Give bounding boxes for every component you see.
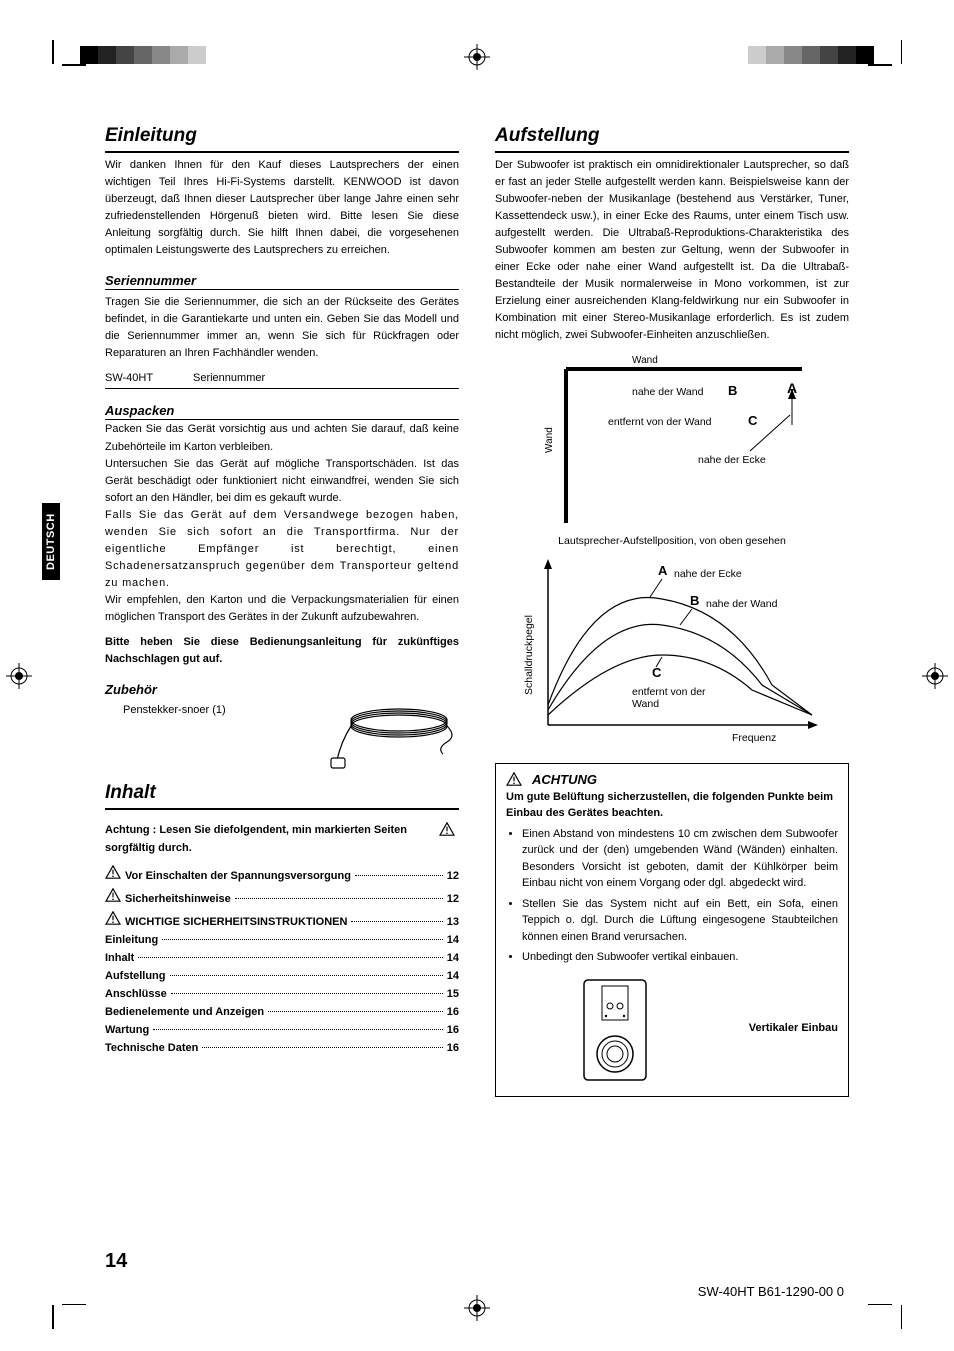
svg-text:Schalldruckpegel: Schalldruckpegel (523, 615, 535, 695)
figure-room-topview: Wand Wand nahe der Wand B A entfernt von… (495, 353, 849, 547)
heading-seriennummer: Seriennummer (105, 273, 459, 290)
toc-page: 12 (447, 893, 459, 905)
manual-page: DEUTSCH Einleitung Wir danken Ihnen für … (0, 0, 954, 1351)
toc-row: Vor Einschalten der Spannungsversorgung 1… (105, 865, 459, 882)
paragraph: Der Subwoofer ist praktisch ein omnidire… (495, 157, 849, 345)
svg-text:entfernt von der: entfernt von der (632, 686, 706, 698)
toc-row: Wartung 16 (105, 1024, 459, 1036)
toc-label: Sicherheitshinweise (125, 893, 231, 905)
svg-text:entfernt von der Wand: entfernt von der Wand (608, 416, 712, 428)
model-code: SW-40HT (105, 372, 175, 384)
caution-box: ACHTUNG Um gute Belüftung sicherzustelle… (495, 763, 849, 1097)
page-number: 14 (105, 1250, 127, 1273)
left-column: Einleitung Wir danken Ihnen für den Kauf… (105, 125, 459, 1097)
warning-triangle-icon (105, 865, 121, 879)
paragraph: Wir danken Ihnen für den Kauf dieses Lau… (105, 157, 459, 259)
accessory-label: Penstekker-snoer (1) (105, 702, 309, 719)
heading-zubehoer: Zubehör (105, 682, 459, 698)
toc-instruction: Achtung : Lesen Sie diefolgendent, min m… (105, 822, 459, 857)
subwoofer-icon (576, 976, 654, 1086)
toc-page: 16 (447, 1042, 459, 1054)
toc-page: 14 (447, 934, 459, 946)
registration-cross-top (464, 44, 490, 70)
paragraph: Tragen Sie die Seriennummer, die sich an… (105, 294, 459, 362)
caution-lead: Um gute Belüftung sicherzustellen, die f… (506, 789, 838, 822)
toc-row: Inhalt 14 (105, 952, 459, 964)
color-registration-bar-right (748, 46, 874, 64)
figure-caption: Lautsprecher-Aufstellposition, von oben … (495, 535, 849, 547)
svg-text:Frequenz: Frequenz (732, 732, 776, 744)
document-code: SW-40HT B61-1290-00 0 (698, 1284, 844, 1299)
right-column: Aufstellung Der Subwoofer ist praktisch … (495, 125, 849, 1097)
toc-page: 16 (447, 1024, 459, 1036)
caution-list: Einen Abstand von mindestens 10 cm zwisc… (506, 826, 838, 966)
table-of-contents: Vor Einschalten der Spannungsversorgung 1… (105, 865, 459, 1054)
svg-text:B: B (690, 593, 699, 608)
warning-triangle-icon (105, 888, 121, 902)
heading-aufstellung: Aufstellung (495, 125, 849, 153)
toc-label: WICHTIGE SICHERHEITSINSTRUKTIONEN (125, 916, 347, 928)
caution-item: Einen Abstand von mindestens 10 cm zwisc… (522, 826, 838, 892)
warning-triangle-icon (439, 822, 455, 836)
svg-text:nahe der Wand: nahe der Wand (632, 386, 704, 398)
toc-label: Wartung (105, 1024, 149, 1036)
toc-row: Bedienelemente und Anzeigen 16 (105, 1006, 459, 1018)
toc-label: Technische Daten (105, 1042, 198, 1054)
paragraph: Packen Sie das Gerät vorsichtig aus und … (105, 421, 459, 455)
toc-page: 14 (447, 952, 459, 964)
caution-item: Unbedingt den Subwoofer vertikal einbaue… (522, 949, 838, 966)
toc-row: Aufstellung 14 (105, 970, 459, 982)
toc-label: Bedienelemente und Anzeigen (105, 1006, 264, 1018)
figure-frequency-response: Schalldruckpegel A nahe der Ecke B nahe … (495, 555, 849, 745)
toc-page: 14 (447, 970, 459, 982)
registration-cross-right (922, 663, 948, 689)
toc-label: Einleitung (105, 934, 158, 946)
heading-auspacken: Auspacken (105, 403, 459, 420)
warning-triangle-icon (506, 772, 522, 786)
paragraph: Wir empfehlen, den Karton und die Verpac… (105, 592, 459, 626)
toc-page: 15 (447, 988, 459, 1000)
toc-page: 16 (447, 1006, 459, 1018)
toc-page: 12 (447, 870, 459, 882)
svg-text:Wand: Wand (632, 698, 659, 710)
toc-label: Inhalt (105, 952, 134, 964)
label: Wand (544, 427, 555, 453)
toc-row: WICHTIGE SICHERHEITSINSTRUKTIONEN 13 (105, 911, 459, 928)
toc-label: Vor Einschalten der Spannungsversorgung (125, 870, 351, 882)
color-registration-bar-left (80, 46, 206, 64)
paragraph-bold: Bitte heben Sie diese Bedienungsanleitun… (105, 634, 459, 668)
serial-label: Seriennummer (193, 372, 265, 384)
paragraph: Falls Sie das Gerät auf dem Versandwege … (105, 507, 459, 592)
toc-label: Aufstellung (105, 970, 166, 982)
registration-cross-bottom (464, 1295, 490, 1321)
power-cable-icon (329, 702, 459, 772)
caution-title: ACHTUNG (532, 772, 597, 787)
heading-einleitung: Einleitung (105, 125, 459, 153)
svg-text:C: C (748, 413, 758, 428)
toc-row: Sicherheitshinweise 12 (105, 888, 459, 905)
language-tab: DEUTSCH (42, 503, 60, 580)
svg-text:nahe der Ecke: nahe der Ecke (698, 454, 766, 466)
toc-label: Anschlüsse (105, 988, 167, 1000)
toc-row: Technische Daten 16 (105, 1042, 459, 1054)
toc-row: Anschlüsse 15 (105, 988, 459, 1000)
paragraph: Untersuchen Sie das Gerät auf mögliche T… (105, 456, 459, 507)
caution-item: Stellen Sie das System nicht auf ein Bet… (522, 896, 838, 946)
label: Wand (632, 355, 658, 366)
toc-row: Einleitung 14 (105, 934, 459, 946)
svg-text:nahe der Wand: nahe der Wand (706, 598, 778, 610)
serial-number-field: SW-40HT Seriennummer (105, 368, 459, 389)
heading-inhalt: Inhalt (105, 782, 459, 810)
svg-text:B: B (728, 383, 737, 398)
svg-text:C: C (652, 665, 662, 680)
vertical-install-label: Vertikaler Einbau (749, 1022, 838, 1034)
toc-page: 13 (447, 916, 459, 928)
svg-text:nahe der Ecke: nahe der Ecke (674, 568, 742, 580)
registration-cross-left (6, 663, 32, 689)
warning-triangle-icon (105, 911, 121, 925)
svg-text:A: A (658, 563, 668, 578)
